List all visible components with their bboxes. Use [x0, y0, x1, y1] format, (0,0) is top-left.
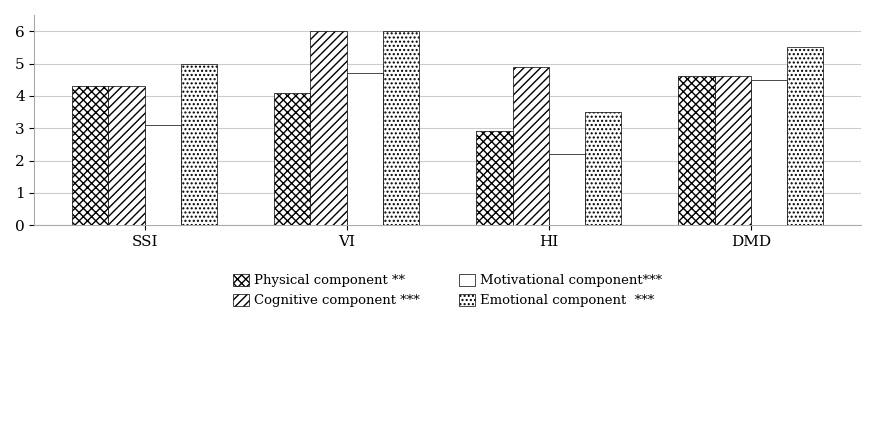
- Bar: [751, 80, 788, 225]
- Bar: [788, 47, 823, 225]
- Bar: [548, 154, 585, 225]
- Bar: [145, 125, 180, 225]
- Bar: [310, 31, 347, 225]
- Bar: [679, 76, 715, 225]
- Bar: [109, 86, 145, 225]
- Bar: [180, 63, 217, 225]
- Bar: [347, 73, 383, 225]
- Bar: [585, 112, 621, 225]
- Legend: Physical component **, Cognitive component ***, Motivational component***, Emoti: Physical component **, Cognitive compone…: [233, 274, 662, 307]
- Bar: [715, 76, 751, 225]
- Bar: [512, 67, 548, 225]
- Bar: [274, 92, 310, 225]
- Bar: [477, 132, 512, 225]
- Bar: [383, 31, 419, 225]
- Bar: [72, 86, 109, 225]
